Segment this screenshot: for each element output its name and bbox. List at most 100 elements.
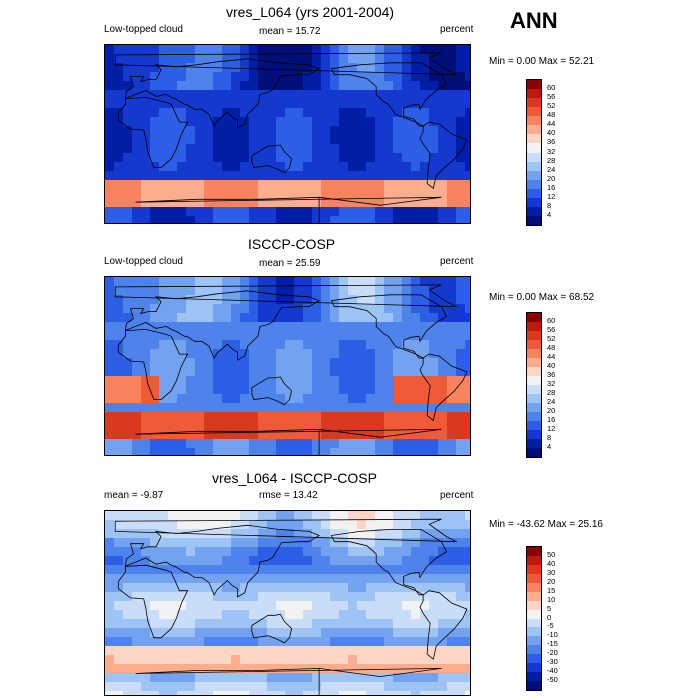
map-cell [168, 117, 178, 127]
map-cell [249, 403, 259, 413]
map-cell [330, 646, 340, 656]
map-cell [186, 682, 196, 692]
map-cell [438, 421, 448, 431]
map-cell [321, 628, 331, 638]
map-cell [429, 538, 439, 548]
coastline [135, 196, 442, 223]
map-cell [204, 655, 214, 665]
map-cell [195, 72, 205, 82]
map-cell [105, 610, 115, 620]
map-cell [213, 421, 223, 431]
map-cell [312, 691, 322, 695]
map-cell [294, 430, 304, 440]
map-cell [447, 565, 457, 575]
map-cell [438, 286, 448, 296]
map-cell [312, 637, 322, 647]
map-cell [294, 556, 304, 566]
map-cell [384, 610, 394, 620]
map-cell [276, 565, 286, 575]
map-cell [186, 126, 196, 136]
map-cell [141, 601, 151, 611]
map-cell [258, 349, 268, 359]
map-cell [420, 691, 430, 695]
map-cell [294, 304, 304, 314]
map-cell [195, 592, 205, 602]
panel-1-mean: mean = 15.72 [259, 26, 321, 37]
map-cell [402, 520, 412, 530]
map-cell [294, 108, 304, 118]
map-cell [411, 207, 421, 217]
map-cell [465, 619, 470, 629]
map-cell [447, 412, 457, 422]
map-cell [420, 448, 430, 455]
map-cell [132, 198, 142, 208]
map-cell [330, 171, 340, 181]
map-cell [213, 198, 223, 208]
map-cell [465, 556, 470, 566]
map-cell [420, 520, 430, 530]
map-cell [312, 340, 322, 350]
map-cell [465, 349, 470, 359]
map-cell [231, 198, 241, 208]
map-cell [339, 189, 349, 199]
map-cell [132, 430, 142, 440]
map-cell [357, 349, 367, 359]
map-cell [339, 198, 349, 208]
map-cell [222, 592, 232, 602]
map-cell [465, 126, 470, 136]
map-cell [348, 619, 358, 629]
map-cell [321, 547, 331, 557]
map-cell [321, 412, 331, 422]
map-cell [186, 637, 196, 647]
map-cell [177, 126, 187, 136]
map-cell [330, 304, 340, 314]
map-cell [285, 72, 295, 82]
map-cell [114, 286, 124, 296]
map-cell [222, 538, 232, 548]
map-cell [186, 331, 196, 341]
map-cell [465, 45, 470, 55]
map-cell [456, 538, 466, 548]
map-cell [384, 54, 394, 64]
map-cell [168, 126, 178, 136]
map-cell [114, 448, 124, 455]
panel-1-title: vres_L064 (yrs 2001-2004) [226, 4, 395, 20]
map-cell [312, 448, 322, 455]
map-cell [285, 547, 295, 557]
map-cell [195, 108, 205, 118]
map-cell [141, 295, 151, 305]
map-cell [204, 547, 214, 557]
map-cell [213, 162, 223, 172]
map-cell [384, 520, 394, 530]
map-cell [465, 565, 470, 575]
map-cell [186, 430, 196, 440]
map-cell [123, 81, 133, 91]
map-cell [186, 295, 196, 305]
map-cell [177, 144, 187, 154]
map-cell [438, 574, 448, 584]
colorbar-swatch [527, 143, 541, 153]
colorbar-tick-label: 56 [547, 92, 556, 102]
map-cell [267, 637, 277, 647]
map-cell [249, 583, 259, 593]
map-cell [168, 664, 178, 674]
map-cell [123, 646, 133, 656]
map-cell [321, 529, 331, 539]
map-cell [357, 63, 367, 73]
map-cell [204, 385, 214, 395]
colorbar-swatch [527, 555, 541, 565]
map-cell [465, 331, 470, 341]
map-cell [267, 198, 277, 208]
map-cell [420, 367, 430, 377]
colorbar-swatch [527, 98, 541, 108]
map-cell [312, 207, 322, 217]
map-cell [204, 520, 214, 530]
map-cell [267, 99, 277, 109]
map-cell [447, 367, 457, 377]
colorbar-tick-label: 0 [547, 612, 552, 622]
map-cell [123, 295, 133, 305]
map-cell [375, 54, 385, 64]
map-cell [150, 108, 160, 118]
map-cell [420, 162, 430, 172]
map-cell [384, 556, 394, 566]
